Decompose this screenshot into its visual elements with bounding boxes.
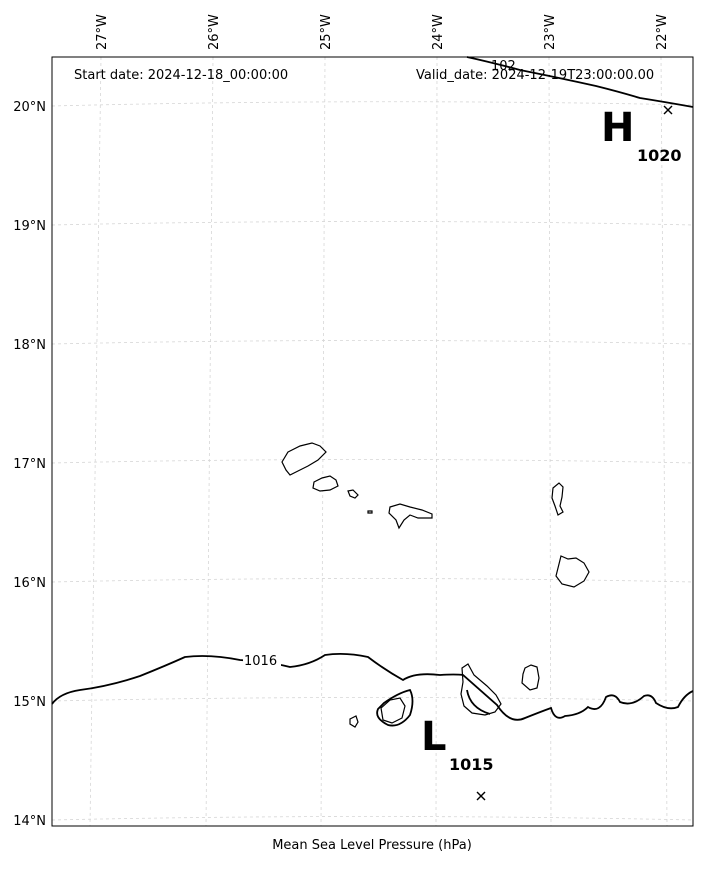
- map-frame: [51, 56, 694, 827]
- island-sao-nicolau: [388, 503, 433, 530]
- island-maio: [521, 664, 540, 691]
- low-center-value: 1015: [449, 755, 494, 774]
- graticule: [51, 56, 694, 827]
- island-fogo: [380, 697, 406, 724]
- valid-date-label: Valid_date: 2024-12-19T23:00:00.00: [416, 68, 654, 83]
- map-caption: Mean Sea Level Pressure (hPa): [272, 838, 472, 853]
- island-ilheu: [367, 510, 373, 514]
- latitude-labels: 20°N 19°N 18°N 17°N 16°N 15°N 14°N: [13, 100, 46, 829]
- island-santa-luzia: [347, 489, 359, 499]
- high-center-value: 1020: [637, 146, 682, 165]
- lat-label: 16°N: [13, 576, 46, 591]
- lon-label: 24°W: [431, 14, 446, 50]
- island-boa-vista: [555, 555, 590, 588]
- lat-label: 20°N: [13, 100, 46, 115]
- low-center-letter: L: [421, 714, 447, 760]
- isobar-local: [466, 689, 491, 715]
- high-center-marker: [663, 105, 673, 115]
- isobar-1020: [466, 56, 694, 108]
- start-date-label: Start date: 2024-12-18_00:00:00: [74, 68, 288, 83]
- lat-label: 19°N: [13, 219, 46, 234]
- island-santo-antao: [281, 442, 327, 476]
- isobar-label-bg: [243, 652, 281, 668]
- isobars: [51, 56, 694, 727]
- high-center-letter: H: [601, 105, 634, 151]
- lon-label: 22°W: [655, 14, 670, 50]
- island-sal: [551, 482, 564, 516]
- island-santiago: [460, 663, 502, 716]
- islands: [281, 442, 590, 728]
- island-brava: [349, 715, 359, 728]
- low-center-marker: [476, 791, 486, 801]
- isobar-label-partial: 102: [491, 59, 516, 74]
- isobar-1015-ring: [376, 688, 414, 727]
- lat-label: 17°N: [13, 457, 46, 472]
- longitude-labels: 27°W 26°W 25°W 24°W 23°W 22°W: [95, 14, 670, 50]
- isobar-1016: [51, 652, 694, 721]
- lat-label: 14°N: [13, 814, 46, 829]
- lon-label: 27°W: [95, 14, 110, 50]
- lat-label: 15°N: [13, 695, 46, 710]
- lon-label: 25°W: [319, 14, 334, 50]
- island-sao-vicente: [312, 475, 339, 492]
- lon-label: 26°W: [207, 14, 222, 50]
- isobar-label-1016: 1016: [244, 654, 277, 669]
- lon-label: 23°W: [543, 14, 558, 50]
- lat-label: 18°N: [13, 338, 46, 353]
